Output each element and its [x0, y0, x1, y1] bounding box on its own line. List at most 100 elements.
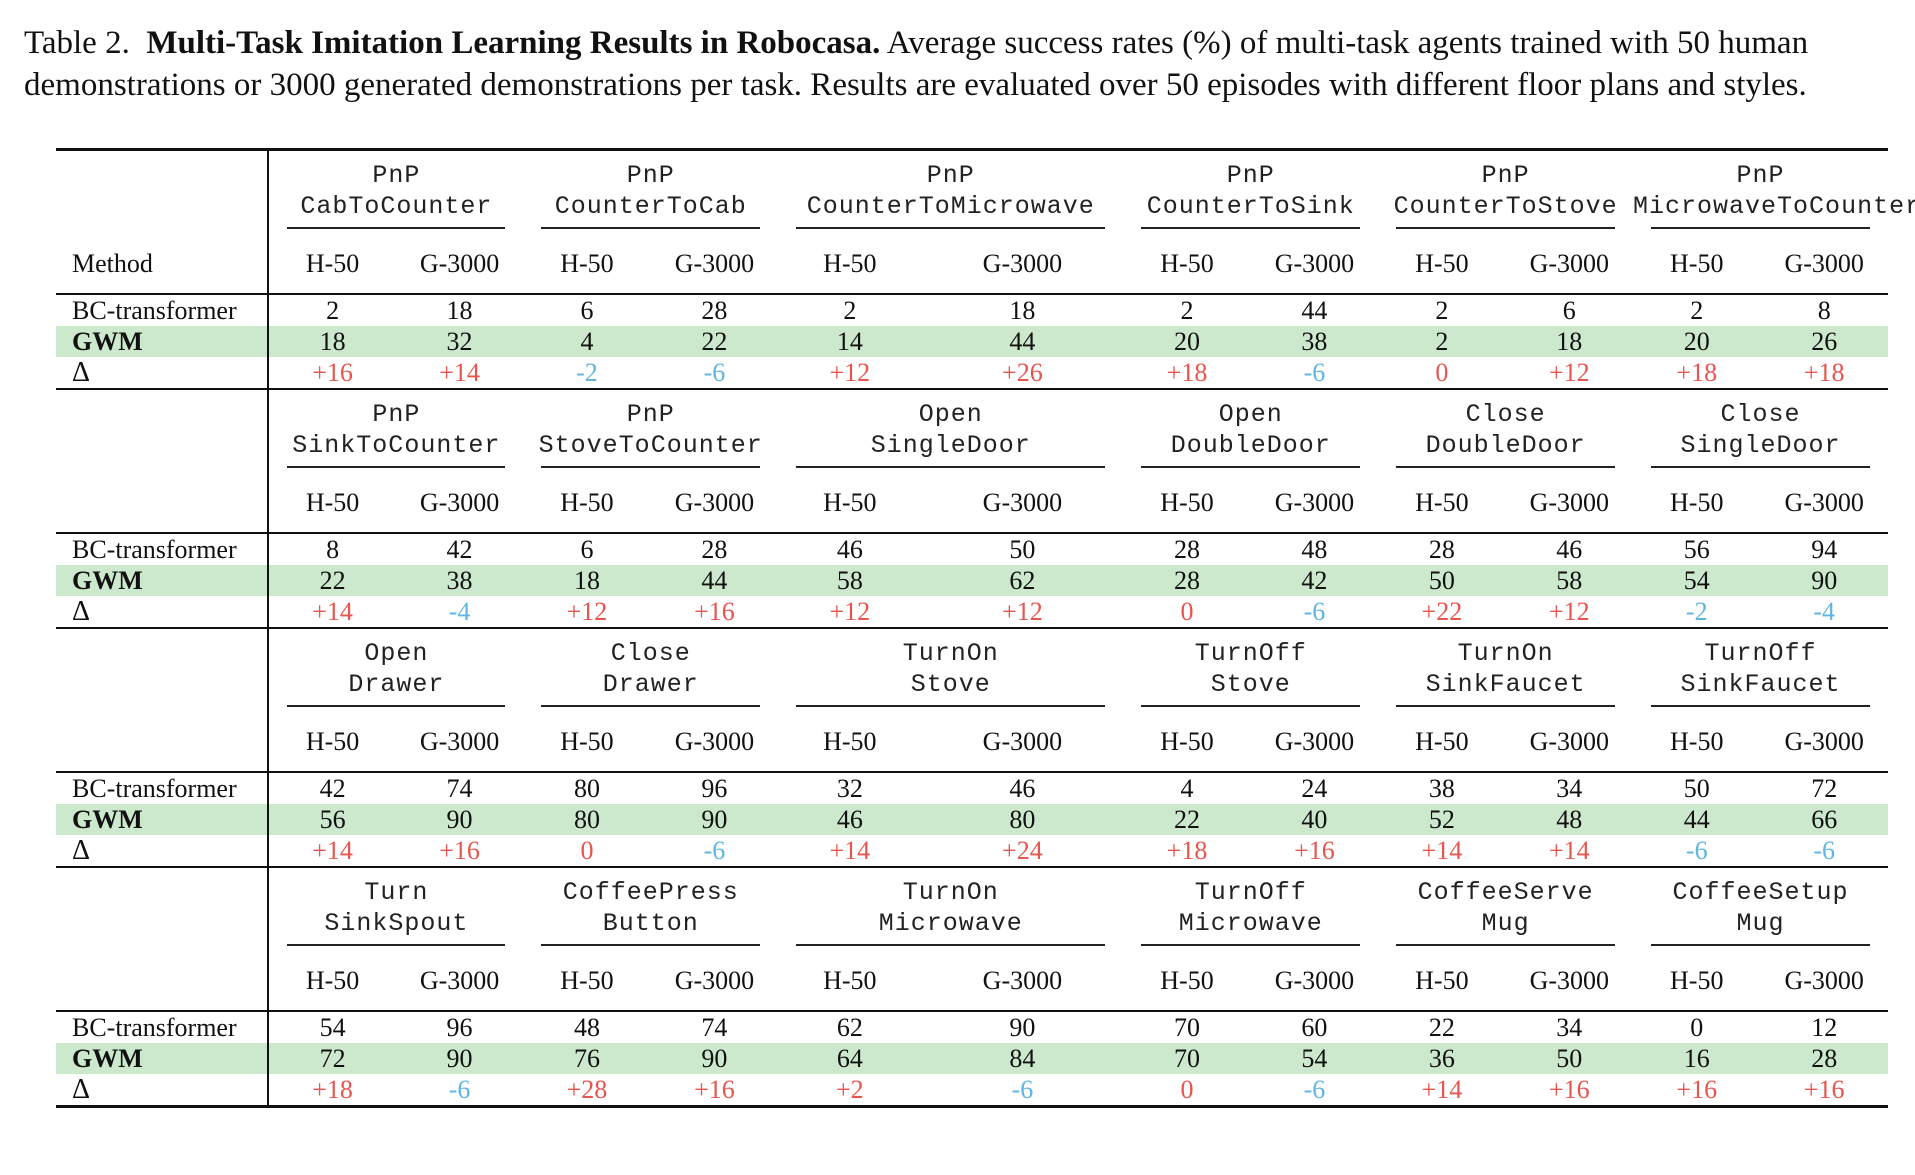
value-h50: -2 — [576, 358, 598, 387]
method-name: GWM — [56, 804, 270, 835]
task-name-line-2: SingleDoor — [1633, 430, 1888, 468]
results-table: PnP PnP PnP PnP PnP PnP CabToCounter CounterToC… — [56, 148, 1915, 1109]
task-name-line-1: Open — [364, 638, 429, 668]
subheader-row: Method H-50 G-3000 H-50 G-3000 H-50 G-3000 H-50… — [56, 229, 1888, 294]
subheader-g3000: G-3000 — [419, 727, 500, 756]
value-h50: +28 — [566, 1075, 608, 1104]
method-name: BC-transformer — [56, 293, 270, 326]
method-name: GWM — [56, 326, 270, 357]
value-g3000: 46 — [921, 771, 1124, 804]
method-header — [56, 946, 270, 1011]
value-h50: 2 — [1378, 326, 1506, 357]
task-name-line-1: PnP — [372, 399, 421, 429]
subheader-g3000: G-3000 — [982, 488, 1063, 517]
value-h50: 18 — [523, 565, 651, 596]
value-h50: +16 — [1676, 1075, 1718, 1104]
value-h50: 58 — [778, 565, 922, 596]
value-g3000: -6 — [448, 1075, 471, 1104]
subheader-h50: H-50 — [1415, 488, 1469, 517]
method-blank — [56, 908, 270, 946]
table-row: Δ +18 -6 +28 +16 +2 -6 0 -6 +14 +16 +16 +16 — [56, 1074, 1888, 1107]
value-h50: +18 — [1166, 836, 1208, 865]
subheader-g3000: G-3000 — [1529, 488, 1610, 517]
subheader-h50: H-50 — [823, 966, 877, 995]
subheader-row: H-50 G-3000 H-50 G-3000 H-50 G-3000 H-50 G-3000… — [56, 707, 1888, 772]
method-name: BC-transformer — [56, 771, 270, 804]
table-caption: Table 2. Multi-Task Imitation Learning R… — [24, 22, 1915, 106]
value-g3000: 42 — [395, 532, 524, 565]
value-h50: 80 — [523, 771, 651, 804]
value-g3000: 34 — [1505, 771, 1634, 804]
rule — [56, 1105, 1888, 1109]
subheader-g3000: G-3000 — [1274, 727, 1355, 756]
task-name-line-2: DoubleDoor — [1378, 430, 1634, 468]
subheader-h50: H-50 — [305, 249, 360, 278]
value-h50: 52 — [1378, 804, 1506, 835]
value-g3000: +24 — [1002, 836, 1043, 865]
value-h50: 50 — [1378, 565, 1506, 596]
subheader-h50: H-50 — [1670, 966, 1724, 995]
value-g3000: -6 — [1813, 836, 1836, 865]
subheader-g3000: G-3000 — [419, 966, 500, 995]
task-name-line-1: TurnOff — [1704, 638, 1817, 668]
value-h50: +14 — [312, 597, 353, 626]
value-h50: 48 — [523, 1010, 651, 1043]
value-h50: 20 — [1633, 326, 1761, 357]
task-name-line-1: Close — [1720, 399, 1801, 429]
value-h50: +14 — [829, 836, 871, 865]
task-name-line-1: TurnOn — [902, 877, 999, 907]
subheader-h50: H-50 — [1415, 727, 1469, 756]
task-name-line-1: Open — [918, 399, 983, 429]
value-g3000: 90 — [921, 1010, 1124, 1043]
value-g3000: 48 — [1250, 532, 1379, 565]
value-h50: +2 — [835, 1075, 864, 1104]
task-name-line-2: SingleDoor — [778, 430, 1124, 468]
task-name-line-1: PnP — [523, 148, 779, 191]
value-g3000: 60 — [1250, 1010, 1379, 1043]
task-name-line-1: TurnOff — [1194, 877, 1307, 907]
value-h50: 42 — [268, 771, 396, 804]
method-blank — [56, 148, 270, 191]
table-row: GWM 18 32 4 22 14 44 20 38 2 18 20 26 — [56, 326, 1888, 357]
task-header-row: PnP PnP PnP PnP PnP PnP — [56, 148, 1888, 191]
value-h50: 28 — [1378, 532, 1506, 565]
value-g3000: 62 — [921, 565, 1124, 596]
value-g3000: 74 — [650, 1010, 779, 1043]
value-g3000: +14 — [439, 358, 480, 387]
subheader-h50: H-50 — [560, 966, 614, 995]
value-g3000: 44 — [921, 326, 1124, 357]
task-name-line-2: Stove — [778, 669, 1124, 707]
subheader-g3000: G-3000 — [674, 727, 755, 756]
value-g3000: 18 — [1505, 326, 1634, 357]
value-g3000: 34 — [1505, 1010, 1634, 1043]
value-g3000: 48 — [1505, 804, 1634, 835]
task-name-line-1: Turn — [364, 877, 429, 907]
subheader-h50: H-50 — [823, 249, 877, 278]
method-name: BC-transformer — [56, 532, 270, 565]
task-name-line-1: CoffeeServe — [1417, 877, 1594, 907]
subheader-h50: H-50 — [1160, 966, 1214, 995]
caption-label: Table 2. — [24, 25, 130, 61]
task-name-line-1: CoffeePress — [562, 877, 739, 907]
value-h50: 2 — [1123, 293, 1251, 326]
subheader-g3000: G-3000 — [1784, 727, 1864, 756]
value-g3000: 54 — [1250, 1043, 1379, 1074]
task-name-line-2: CabToCounter — [268, 191, 524, 229]
value-g3000: 50 — [921, 532, 1124, 565]
method-blank — [56, 390, 270, 430]
value-h50: 22 — [1378, 1010, 1506, 1043]
value-g3000: 42 — [1250, 565, 1379, 596]
task-header-row: SinkSpout Button Microwave Microwave Mug Mug — [56, 908, 1888, 946]
subheader-g3000: G-3000 — [1274, 966, 1355, 995]
value-g3000: +18 — [1803, 358, 1845, 387]
value-g3000: 72 — [1760, 771, 1888, 804]
method-header: Method — [56, 229, 270, 294]
value-h50: 54 — [268, 1010, 396, 1043]
value-g3000: 90 — [650, 804, 779, 835]
value-h50: 76 — [523, 1043, 651, 1074]
task-name-line-2: SinkToCounter — [268, 430, 524, 468]
task-name-line-2: CounterToSink — [1123, 191, 1379, 229]
value-g3000: +14 — [1548, 836, 1590, 865]
value-h50: 28 — [1123, 532, 1251, 565]
method-name: GWM — [56, 1043, 270, 1074]
